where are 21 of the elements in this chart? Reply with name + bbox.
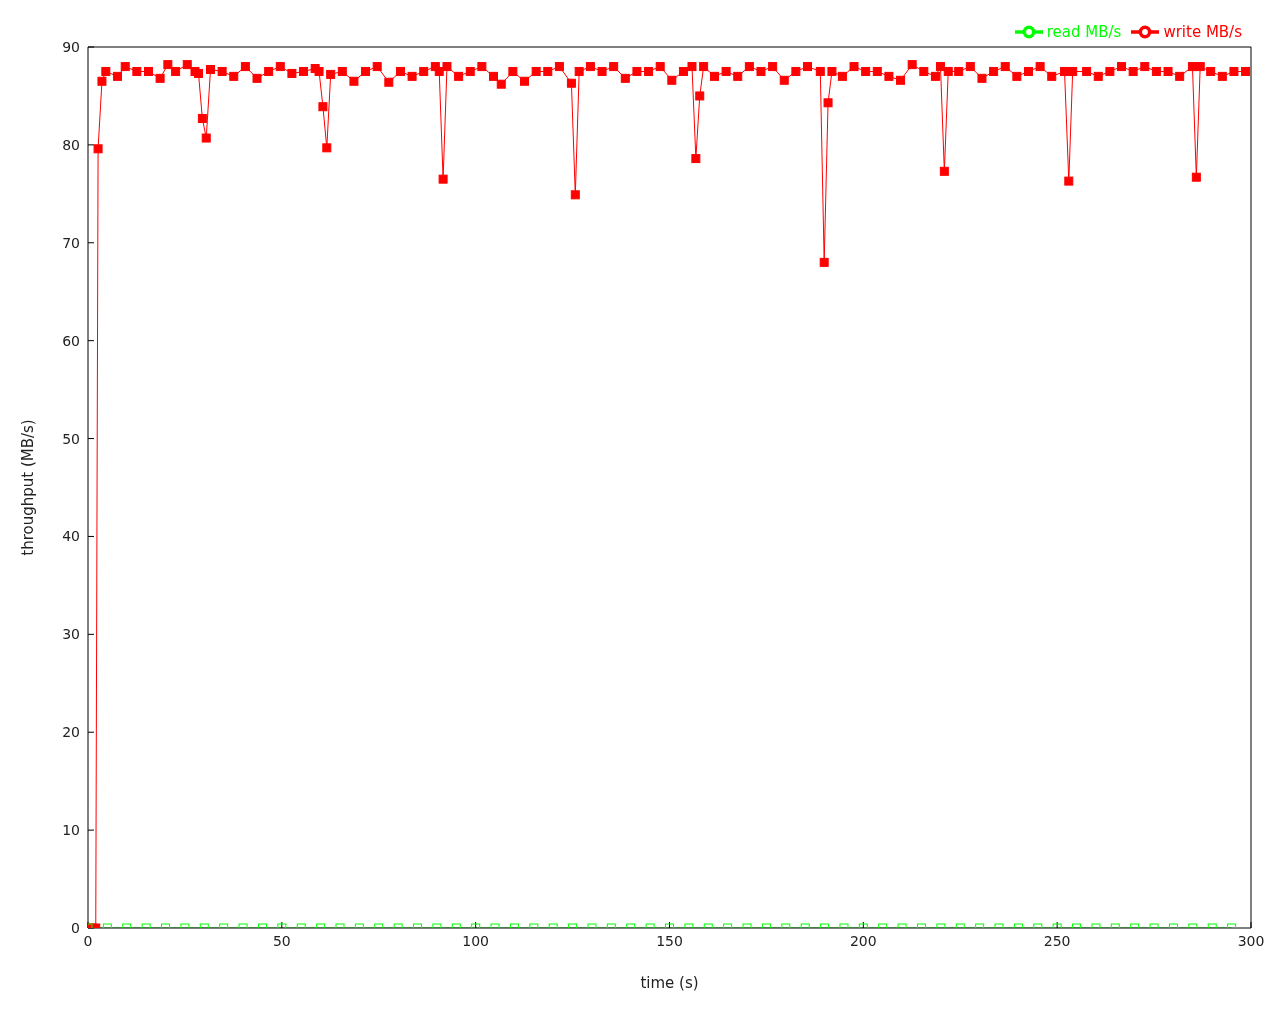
x-axis-title: time (s) xyxy=(640,974,699,992)
y-tick-label: 80 xyxy=(62,136,80,153)
y-tick-label: 20 xyxy=(62,724,80,741)
y-tick-label: 10 xyxy=(62,822,80,839)
x-tick-label: 100 xyxy=(462,932,490,949)
y-tick-label: 70 xyxy=(62,234,80,251)
legend-label: write MB/s xyxy=(1163,22,1242,41)
x-tick-label: 50 xyxy=(272,932,291,949)
x-tick-label: 300 xyxy=(1237,932,1265,949)
y-tick-label: 60 xyxy=(62,332,80,349)
y-tick-label: 40 xyxy=(62,528,80,545)
y-tick-label: 30 xyxy=(62,626,80,643)
y-tick-label: 50 xyxy=(62,430,80,447)
legend-label: read MB/s xyxy=(1046,22,1122,41)
x-tick-label: 250 xyxy=(1043,932,1071,949)
y-tick-label: 90 xyxy=(62,38,80,55)
x-tick-label: 150 xyxy=(656,932,683,949)
x-tick-label: 0 xyxy=(83,932,93,949)
y-axis-title: throughput (MB/s) xyxy=(19,419,38,556)
y-tick-label: 0 xyxy=(71,919,80,936)
x-tick-label: 200 xyxy=(849,932,877,949)
